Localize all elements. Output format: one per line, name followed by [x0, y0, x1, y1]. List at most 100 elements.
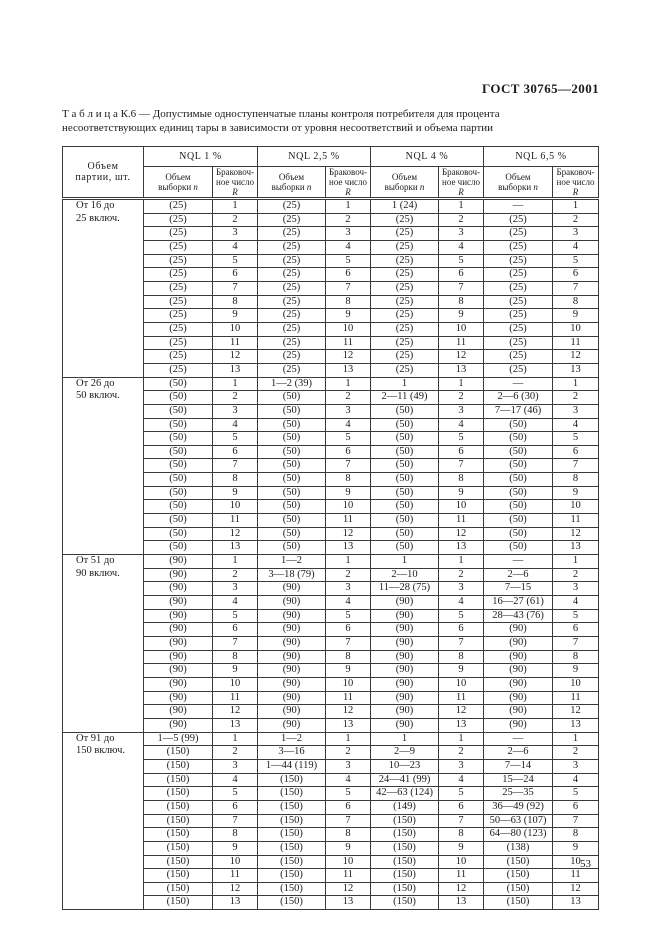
reject-number-cell: 8: [212, 649, 258, 665]
sample-size-cell: (50): [483, 526, 554, 542]
reject-number-cell: 12: [324, 349, 372, 364]
reject-number-cell: 10: [438, 321, 485, 337]
reject-number-cell: 11: [212, 513, 258, 528]
table-row: (25) 13 (25) 13 (25) 13 (25) 13: [63, 362, 600, 378]
sample-size-cell: (50): [483, 431, 554, 446]
sample-size-cell: 28—43 (76): [483, 608, 554, 624]
table-row: (90) 3 (90) 3 11—28 (75) 3 7—15 3: [63, 581, 600, 597]
reject-number-cell: 8: [324, 649, 372, 665]
reject-number-cell: 6: [438, 799, 485, 815]
sample-size-cell: —: [483, 731, 554, 747]
sample-size-cell: (25): [143, 198, 213, 214]
reject-number-cell: 4: [212, 239, 258, 255]
sample-size-cell: (25): [143, 280, 213, 296]
sample-size-cell: (50): [257, 431, 326, 446]
table-row: (50) 9 (50) 9 (50) 9 (50) 9: [63, 485, 600, 501]
reject-number-cell: 10: [552, 499, 600, 515]
sample-size-cell: (25): [257, 212, 326, 228]
reject-number-cell: 12: [212, 526, 258, 542]
sample-size-cell: (25): [257, 226, 326, 241]
sample-size-cell: (90): [370, 690, 440, 706]
reject-number-cell: 8: [552, 294, 600, 310]
sample-size-cell: (50): [143, 417, 213, 433]
table-row: (150) 7 (150) 7 (150) 7 50—63 (107) 7: [63, 813, 600, 829]
reject-number-cell: 12: [552, 881, 600, 897]
reject-number-cell: 13: [552, 895, 600, 911]
sample-size-cell: (50): [257, 485, 326, 501]
reject-number-cell: 7: [438, 636, 485, 651]
reject-number-cell: 2: [438, 390, 485, 405]
sample-size-cell: (150): [143, 827, 213, 842]
reject-number-cell: 2: [324, 212, 372, 228]
reject-number-cell: 9: [552, 663, 600, 678]
reject-number-cell: 13: [324, 895, 372, 911]
col-header-sample-size-2: Объем выборки n: [257, 166, 326, 199]
reject-number-cell: 5: [552, 253, 600, 269]
reject-number-cell: 3: [212, 226, 258, 241]
sample-size-cell: (90): [370, 717, 440, 733]
sample-size-cell: (50): [143, 485, 213, 501]
table-row: (90) 4 (90) 4 (90) 4 16—27 (61) 4: [63, 595, 600, 610]
reject-number-cell: 4: [438, 595, 485, 610]
sample-size-cell: (25): [257, 349, 326, 364]
reject-number-cell: 3: [212, 758, 258, 774]
table-row: (50) 7 (50) 7 (50) 7 (50) 7: [63, 458, 600, 474]
reject-number-cell: 7: [212, 280, 258, 296]
reject-number-cell: 13: [212, 717, 258, 733]
sample-size-cell: (90): [483, 649, 554, 665]
reject-number-cell: 5: [438, 431, 485, 446]
reject-number-cell: 5: [324, 253, 372, 269]
reject-number-cell: 8: [552, 649, 600, 665]
reject-number-cell: 6: [552, 799, 600, 815]
table-row: (150) 9 (150) 9 (150) 9 (138) 9: [63, 840, 600, 856]
sample-size-cell: (50): [143, 499, 213, 515]
reject-number-cell: 5: [438, 253, 485, 269]
sample-size-cell: (25): [143, 321, 213, 337]
sample-size-cell: 42—63 (124): [370, 786, 440, 801]
reject-number-cell: 11: [324, 513, 372, 528]
reject-number-cell: 11: [438, 868, 485, 883]
reject-number-cell: 12: [324, 526, 372, 542]
sample-size-cell: —: [483, 554, 554, 569]
sample-size-cell: (25): [143, 335, 213, 351]
sample-size-cell: 2—9: [370, 745, 440, 760]
reject-number-cell: 11: [552, 868, 600, 883]
sample-size-cell: (90): [370, 636, 440, 651]
reject-number-cell: 2: [324, 567, 372, 583]
reject-number-cell: 1: [438, 731, 485, 747]
sample-size-cell: (150): [257, 895, 326, 911]
sample-size-cell: 1 (24): [370, 198, 440, 214]
reject-number-cell: 1: [212, 198, 258, 214]
sample-size-cell: 7—17 (46): [483, 403, 554, 419]
reject-number-cell: 6: [212, 267, 258, 282]
sample-size-cell: (138): [483, 840, 554, 856]
sample-size-cell: (90): [257, 690, 326, 706]
sample-size-cell: (90): [483, 622, 554, 637]
sample-size-cell: (50): [370, 458, 440, 474]
reject-number-cell: 3: [552, 403, 600, 419]
sample-size-cell: (25): [370, 226, 440, 241]
sample-size-cell: (150): [257, 827, 326, 842]
sample-size-cell: (50): [143, 403, 213, 419]
sample-size-cell: (50): [143, 390, 213, 405]
reject-number-cell: 4: [212, 595, 258, 610]
reject-number-cell: 10: [324, 499, 372, 515]
sample-size-cell: (150): [143, 840, 213, 856]
sample-size-cell: (90): [143, 636, 213, 651]
reject-number-cell: 7: [324, 458, 372, 474]
sample-size-cell: (90): [257, 622, 326, 637]
sample-size-cell: (50): [257, 472, 326, 487]
sample-size-cell: (25): [483, 335, 554, 351]
lot-size-label: От 51 до 90 включ.: [62, 554, 144, 733]
sample-size-cell: 11—28 (75): [370, 581, 440, 597]
sample-size-cell: (90): [483, 663, 554, 678]
reject-number-cell: 1: [324, 731, 372, 747]
lot-size-group: От 26 до 50 включ. (50) 1 1—2 (39) 1 1 1—1 (50) 2…: [62, 376, 600, 556]
sample-size-cell: (25): [370, 335, 440, 351]
reject-number-cell: 3: [324, 226, 372, 241]
table-row: (50) 2 (50) 2 2—11 (49) 2 2—6 (30) 2: [63, 390, 600, 405]
sample-size-cell: (150): [143, 745, 213, 760]
sample-size-cell: (25): [483, 267, 554, 282]
sample-size-cell: (90): [143, 608, 213, 624]
